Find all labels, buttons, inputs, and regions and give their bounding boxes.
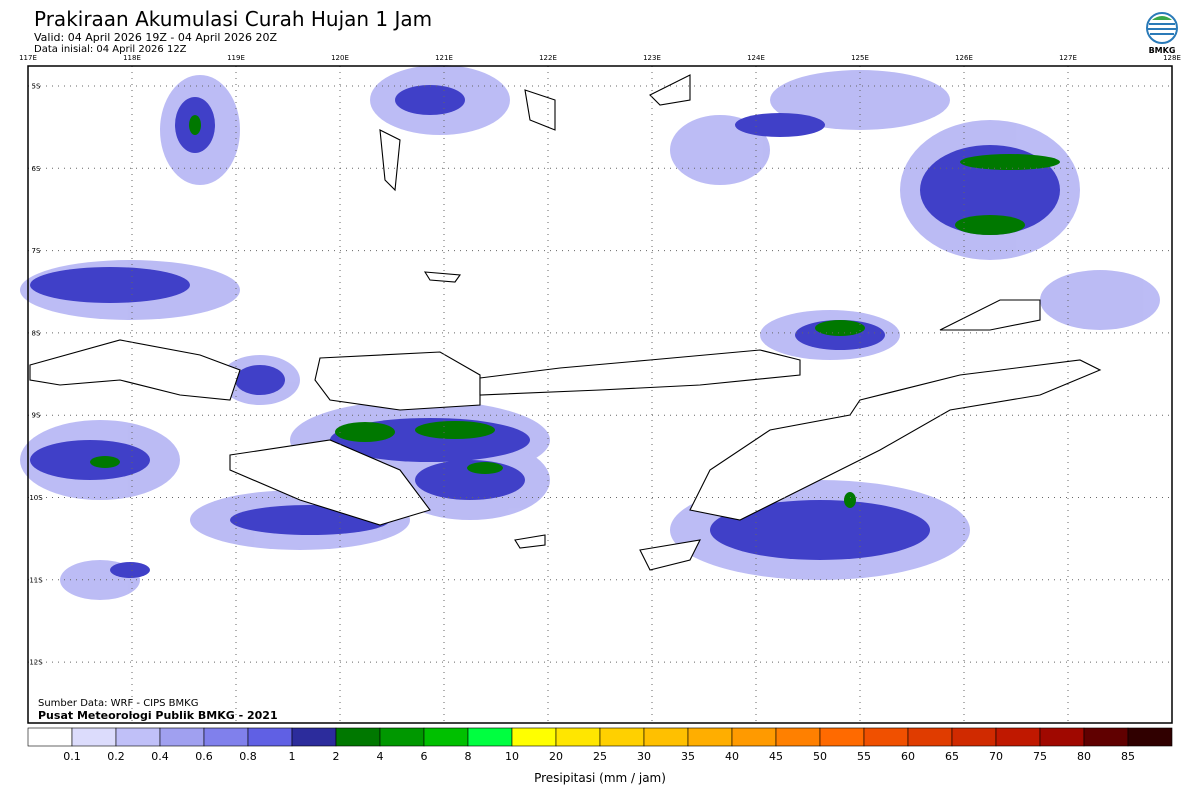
colorbar-level-label: 85	[1121, 750, 1135, 763]
colorbar-level-label: 45	[769, 750, 783, 763]
colorbar-level-label: 0.6	[195, 750, 213, 763]
colorbar-level-label: 30	[637, 750, 651, 763]
colorbar-swatch	[731, 727, 777, 747]
colorbar-level-label: 4	[377, 750, 384, 763]
lat-tick-label: 10S	[29, 494, 43, 502]
title: Prakiraan Akumulasi Curah Hujan 1 Jam	[34, 7, 432, 31]
colorbar-level-label: 10	[505, 750, 519, 763]
map-frame	[27, 65, 1173, 724]
colorbar-swatch	[159, 727, 205, 747]
logo: BMKG	[1146, 12, 1178, 55]
colorbar-swatch	[1127, 727, 1173, 747]
colorbar-level-label: 70	[989, 750, 1003, 763]
colorbar-swatch	[467, 727, 513, 747]
colorbar-level-label: 8	[465, 750, 472, 763]
lat-tick-label: 7S	[32, 247, 41, 255]
colorbar-swatch	[203, 727, 249, 747]
lon-tick-label: 122E	[539, 54, 557, 62]
colorbar-level-label: 0.4	[151, 750, 169, 763]
colorbar-swatch	[423, 727, 469, 747]
lat-tick-label: 9S	[32, 412, 41, 420]
lat-tick-label: 12S	[29, 659, 43, 667]
lon-tick-label: 127E	[1059, 54, 1077, 62]
colorbar-level-label: 35	[681, 750, 695, 763]
colorbar-level-label: 80	[1077, 750, 1091, 763]
colorbar-swatch	[599, 727, 645, 747]
colorbar-level-label: 1	[289, 750, 296, 763]
lat-tick-label: 11S	[29, 576, 43, 584]
colorbar-level-label: 20	[549, 750, 563, 763]
lon-tick-label: 120E	[331, 54, 349, 62]
colorbar-level-label: 65	[945, 750, 959, 763]
lon-tick-label: 126E	[955, 54, 973, 62]
colorbar-swatch	[27, 727, 73, 747]
colorbar-swatch	[687, 727, 733, 747]
colorbar-level-label: 60	[901, 750, 915, 763]
source: Sumber Data: WRF - CIPS BMKG	[38, 698, 198, 709]
colorbar-swatch	[71, 727, 117, 747]
lon-tick-label: 121E	[435, 54, 453, 62]
colorbar-swatch	[1083, 727, 1129, 747]
colorbar-swatch	[819, 727, 865, 747]
lon-tick-label: 119E	[227, 54, 245, 62]
colorbar-swatch	[291, 727, 337, 747]
lat-tick-label: 8S	[32, 329, 41, 337]
colorbar-swatch	[951, 727, 997, 747]
colorbar-level-label: 55	[857, 750, 871, 763]
colorbar-swatch	[115, 727, 161, 747]
lon-tick-label: 128E	[1163, 54, 1181, 62]
colorbar-swatch	[511, 727, 557, 747]
colorbar-level-label: 6	[421, 750, 428, 763]
lon-tick-label: 117E	[19, 54, 37, 62]
colorbar-level-label: 0.8	[239, 750, 257, 763]
colorbar-level-label: 0.1	[63, 750, 81, 763]
colorbar-level-label: 0.2	[107, 750, 125, 763]
colorbar-swatch	[247, 727, 293, 747]
colorbar-swatch	[775, 727, 821, 747]
lon-tick-label: 125E	[851, 54, 869, 62]
colorbar-swatch	[335, 727, 381, 747]
colorbar-swatch	[379, 727, 425, 747]
precipitation-field	[20, 65, 1160, 600]
valid-time: Valid: 04 April 2026 19Z - 04 April 2026…	[34, 31, 277, 44]
colorbar-swatch	[863, 727, 909, 747]
colorbar-swatch	[555, 727, 601, 747]
colorbar-level-label: 50	[813, 750, 827, 763]
coastlines	[29, 74, 1102, 571]
lon-tick-label: 118E	[123, 54, 141, 62]
logo-text: BMKG	[1149, 46, 1176, 55]
credit: Pusat Meteorologi Publik BMKG - 2021	[38, 709, 278, 722]
colorbar-level-label: 25	[593, 750, 607, 763]
colorbar-level-label: 75	[1033, 750, 1047, 763]
colorbar-level-label: 2	[333, 750, 340, 763]
lon-tick-label: 124E	[747, 54, 765, 62]
colorbar-swatch	[907, 727, 953, 747]
init-time: Data inisial: 04 April 2026 12Z	[34, 44, 187, 55]
colorbar-label: Presipitasi (mm / jam)	[534, 771, 666, 785]
colorbar-level-label: 40	[725, 750, 739, 763]
colorbar-swatch	[1039, 727, 1085, 747]
lon-tick-label: 123E	[643, 54, 661, 62]
colorbar-swatch	[995, 727, 1041, 747]
lat-tick-label: 6S	[32, 165, 41, 173]
colorbar-swatch	[643, 727, 689, 747]
lat-tick-label: 5S	[32, 83, 41, 91]
